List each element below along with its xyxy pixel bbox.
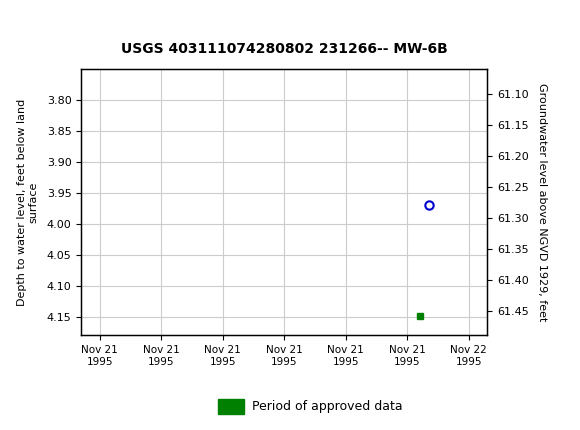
Text: ≡USGS: ≡USGS xyxy=(3,12,79,31)
Bar xyxy=(3,2,61,41)
Text: Period of approved data: Period of approved data xyxy=(252,400,403,413)
Y-axis label: Groundwater level above NGVD 1929, feet: Groundwater level above NGVD 1929, feet xyxy=(537,83,547,321)
Bar xyxy=(218,399,244,414)
Y-axis label: Depth to water level, feet below land
surface: Depth to water level, feet below land su… xyxy=(17,98,38,306)
Text: USGS 403111074280802 231266-- MW-6B: USGS 403111074280802 231266-- MW-6B xyxy=(121,43,448,56)
